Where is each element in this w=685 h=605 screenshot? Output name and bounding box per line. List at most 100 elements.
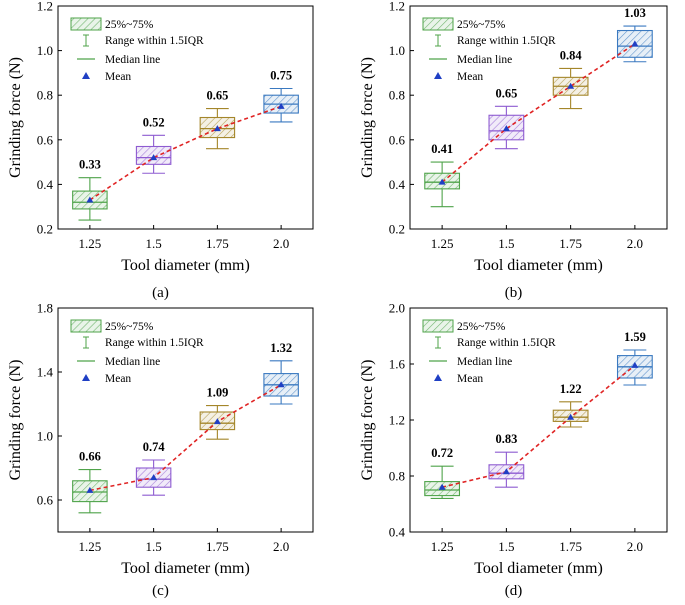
y-tick-label: 0.4: [37, 177, 54, 192]
legend: 25%~75% Range within 1.5IQR Median line Mea…: [70, 17, 204, 83]
y-tick-label: 1.0: [389, 43, 405, 58]
y-tick-label: 1.2: [389, 413, 405, 428]
x-tick-label: 1.25: [431, 539, 454, 554]
legend-mean-label: Mean: [457, 373, 483, 385]
x-tick-label: 2.0: [273, 539, 289, 554]
y-tick-label: 2.0: [389, 301, 405, 316]
legend-box-label: 25%~75%: [457, 19, 506, 31]
mean-marker: [631, 361, 639, 368]
legend-box-label: 25%~75%: [457, 321, 506, 333]
legend-mean-swatch: [82, 72, 90, 79]
y-tick-label: 0.2: [389, 222, 405, 237]
plot-frame: [409, 5, 668, 230]
legend-box-swatch: [422, 319, 454, 333]
legend-mean-label: Mean: [105, 373, 131, 385]
mean-value-label: 0.52: [143, 115, 165, 129]
y-tick-label: 0.6: [37, 132, 54, 147]
y-tick-label: 0.4: [389, 525, 406, 540]
legend-median-label: Median line: [457, 356, 512, 368]
legend: 25%~75% Range within 1.5IQR Median line Mea…: [422, 17, 556, 83]
mean-value-label: 1.09: [206, 386, 228, 400]
mean-marker: [502, 468, 510, 475]
mean-marker: [567, 82, 575, 89]
chart-panel-b: 0.2 0.4 0.6 0.8 1.0 1.2 1.25 1.5 1.75 2.0 Tool dia…: [359, 0, 668, 301]
mean-trend-line: [89, 105, 282, 201]
mean-trend-line: [441, 43, 636, 183]
chart-panel-c: 0.6 1.0 1.4 1.8 1.25 1.5 1.75 2.0 Tool diameter …: [7, 301, 314, 599]
mean-value-label: 0.84: [560, 48, 583, 62]
y-tick-label: 1.4: [37, 365, 54, 380]
mean-value-label: 0.74: [143, 440, 166, 454]
mean-marker: [502, 125, 510, 132]
mean-trend-line: [441, 364, 636, 488]
panel-caption: (c): [152, 583, 169, 599]
x-tick-label: 1.5: [146, 539, 162, 554]
mean-trend-line: [89, 384, 282, 492]
legend-mean-swatch: [434, 72, 442, 79]
y-tick-label: 0.2: [37, 222, 53, 237]
mean-marker: [567, 413, 575, 420]
mean-value-label: 1.59: [624, 330, 646, 344]
legend-box-swatch: [70, 17, 102, 31]
mean-marker: [150, 154, 158, 161]
x-tick-label: 1.25: [79, 539, 102, 554]
x-axis-label: Tool diameter (mm): [474, 257, 603, 274]
legend-box-swatch: [422, 17, 454, 31]
mean-marker: [150, 474, 158, 481]
legend-mean-label: Mean: [457, 71, 483, 83]
mean-value-label: 0.83: [495, 432, 517, 446]
mean-value-label: 1.32: [270, 341, 292, 355]
legend-box-swatch: [70, 319, 102, 333]
y-axis-label: Grinding force (N): [7, 360, 24, 481]
x-axis-label: Tool diameter (mm): [474, 560, 603, 577]
y-tick-label: 1.2: [37, 0, 53, 14]
y-tick-label: 1.2: [389, 0, 405, 14]
mean-marker: [86, 486, 94, 493]
x-tick-label: 1.5: [498, 236, 514, 251]
mean-value-label: 0.72: [431, 446, 453, 460]
y-axis-label: Grinding force (N): [359, 360, 376, 481]
y-tick-label: 1.8: [37, 301, 53, 316]
mean-value-label: 1.22: [560, 382, 582, 396]
mean-marker: [631, 40, 639, 47]
x-tick-label: 1.75: [206, 236, 229, 251]
y-tick-label: 0.8: [37, 88, 53, 103]
x-tick-label: 2.0: [273, 236, 289, 251]
x-tick-label: 1.75: [559, 236, 582, 251]
y-axis-label: Grinding force (N): [7, 57, 24, 178]
mean-value-label: 0.33: [79, 158, 101, 172]
plot-frame: [57, 5, 314, 230]
plot-frame: [57, 307, 314, 533]
panel-caption: (a): [152, 285, 169, 301]
legend-box-label: 25%~75%: [105, 19, 154, 31]
legend: 25%~75% Range within 1.5IQR Median line Mea…: [70, 319, 204, 385]
box-1.25: [424, 465, 461, 499]
legend-box-label: 25%~75%: [105, 321, 154, 333]
x-tick-label: 2.0: [627, 236, 643, 251]
legend-median-label: Median line: [105, 356, 160, 368]
x-tick-label: 1.75: [206, 539, 229, 554]
legend-range-label: Range within 1.5IQR: [105, 337, 204, 349]
legend-median-label: Median line: [457, 54, 512, 66]
chart-panel-d: 0.4 0.8 1.2 1.6 2.0 1.25 1.5 1.75 2.0 Tool diamet…: [359, 301, 668, 599]
x-tick-label: 1.25: [431, 236, 454, 251]
y-axis-label: Grinding force (N): [359, 57, 376, 178]
x-axis-label: Tool diameter (mm): [121, 560, 250, 577]
y-tick-label: 0.6: [37, 493, 54, 508]
mean-marker: [213, 418, 221, 425]
mean-marker: [213, 125, 221, 132]
mean-value-label: 0.66: [79, 450, 101, 464]
legend: 25%~75% Range within 1.5IQR Median line Mea…: [422, 319, 556, 385]
panel-caption: (d): [505, 583, 523, 599]
x-tick-label: 1.25: [79, 236, 102, 251]
mean-marker: [86, 196, 94, 203]
y-tick-label: 1.6: [389, 357, 406, 372]
legend-range-label: Range within 1.5IQR: [457, 35, 556, 47]
y-tick-label: 0.8: [389, 469, 405, 484]
mean-marker: [438, 178, 446, 185]
x-tick-label: 2.0: [627, 539, 643, 554]
mean-value-label: 0.41: [431, 142, 453, 156]
legend-mean-swatch: [434, 374, 442, 381]
y-tick-label: 0.4: [389, 177, 406, 192]
